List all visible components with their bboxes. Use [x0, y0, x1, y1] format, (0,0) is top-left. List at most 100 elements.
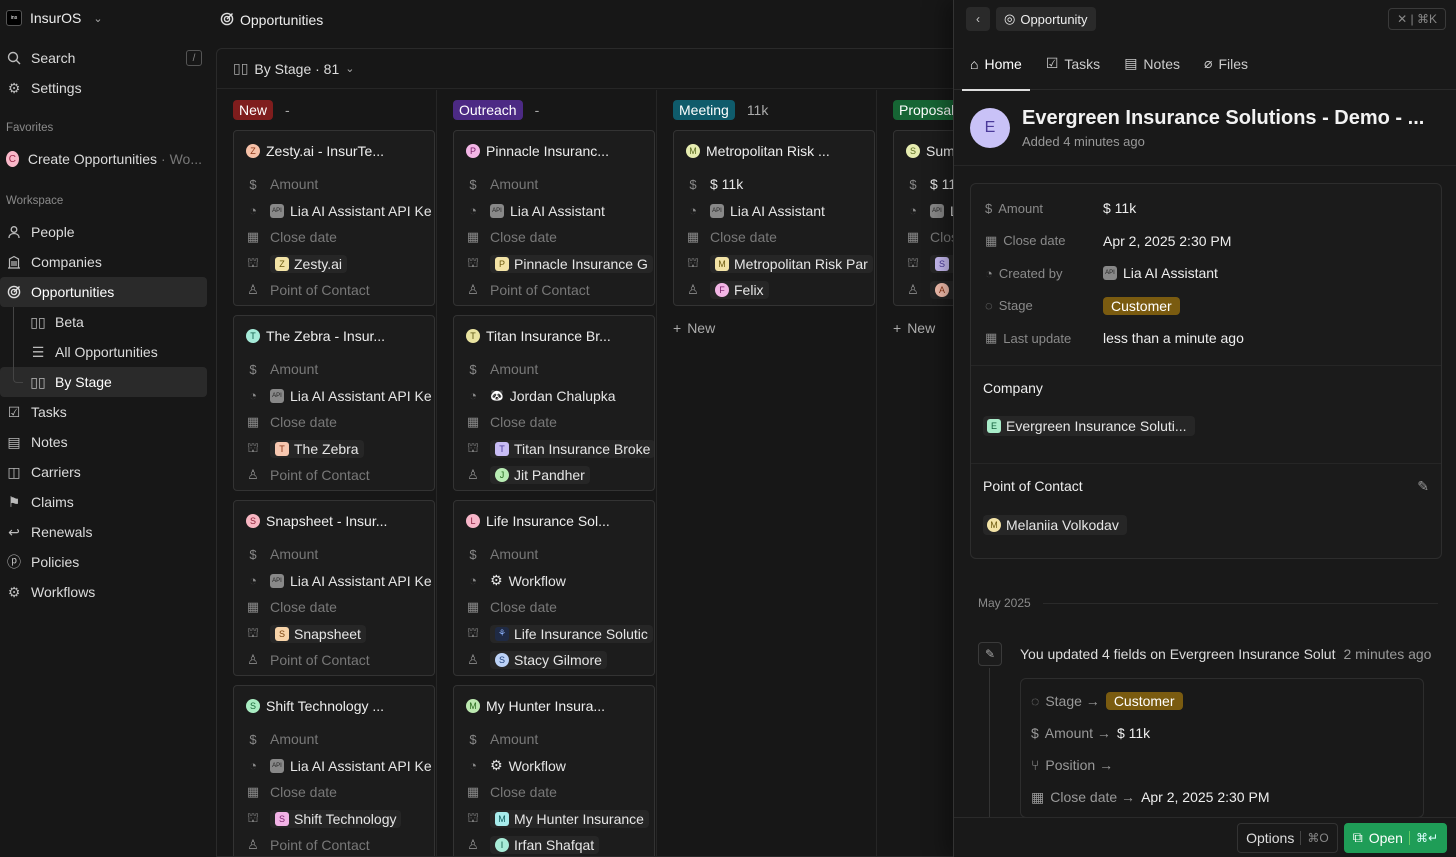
card-title-text: The Zebra - Insur...: [266, 328, 386, 344]
sidebar-item-companies[interactable]: Companies: [0, 247, 208, 277]
field-value: $ 11k: [1103, 200, 1137, 217]
company-chip[interactable]: S Shift Technology: [270, 809, 402, 828]
person-icon: ♙: [247, 837, 259, 853]
back-button[interactable]: ‹: [966, 7, 990, 31]
company-chip[interactable]: T The Zebra: [270, 439, 364, 458]
search-icon: [6, 50, 22, 66]
company-chip[interactable]: ⚘ Life Insurance Solutic: [490, 624, 653, 643]
pencil-icon[interactable]: ✎: [1417, 477, 1429, 494]
tab-tasks[interactable]: ☑ Tasks: [1038, 38, 1108, 90]
opportunity-card[interactable]: S Summ $ $ 11 ◔ API L ▦ Close date ⛫ SS ♙ AA: [893, 130, 955, 306]
poc-chip[interactable]: S Stacy Gilmore: [490, 651, 607, 670]
field-close-date[interactable]: ▦ Close date Apr 2, 2025 2:30 PM: [971, 225, 1441, 258]
card-amount: $ Amount: [466, 726, 642, 753]
poc-chip[interactable]: AA: [930, 281, 955, 300]
opportunity-card[interactable]: M My Hunter Insura... $ Amount ◔ ⚙ Workflow ▦ Cl…: [453, 685, 655, 856]
opportunity-card[interactable]: L Life Insurance Sol... $ Amount ◔ ⚙ Workflow ▦…: [453, 500, 655, 676]
poc-chip[interactable]: M Melaniia Volkodav: [983, 514, 1127, 535]
workspace-switcher[interactable]: ins InsurOS ⌄: [0, 0, 214, 36]
close-panel-button[interactable]: ✕ | ⌘K: [1388, 8, 1446, 30]
sidebar-view-all-opportunities[interactable]: ☰ All Opportunities: [0, 337, 208, 367]
column-total: 11k: [746, 102, 769, 118]
calendar-icon: ▦: [906, 229, 920, 245]
sidebar-item-people[interactable]: People: [0, 217, 208, 247]
chevron-left-icon: ‹: [976, 12, 980, 26]
sidebar-item-label: Renewals: [31, 524, 93, 540]
dollar-icon: $: [469, 731, 477, 747]
sidebar-item-renewals[interactable]: ↩ Renewals: [0, 517, 208, 547]
opportunity-card[interactable]: S Snapsheet - Insur... $ Amount ◔ API Lia AI A…: [233, 500, 435, 676]
opportunity-card[interactable]: Z Zesty.ai - InsurTe... $ Amount ◔ API Lia AI …: [233, 130, 435, 306]
poc-chip[interactable]: J Jit Pandher: [490, 466, 590, 485]
opportunity-card[interactable]: M Metropolitan Risk ... $ $ 11k ◔ API Lia AI A…: [673, 130, 875, 306]
company-name: My Hunter Insurance: [514, 810, 644, 827]
favorite-create-opportunities[interactable]: C Create Opportunities · Wo...: [0, 144, 208, 174]
sidebar-item-workflows[interactable]: ⚙ Workflows: [0, 577, 208, 607]
record-type-pill[interactable]: ◎ Opportunity: [996, 7, 1096, 31]
timeline-month: May 2025: [978, 596, 1031, 610]
search-label: Search: [31, 50, 76, 66]
open-button[interactable]: ⧉ Open ⌘↵: [1343, 822, 1447, 853]
sidebar-item-claims[interactable]: ⚑ Claims: [0, 487, 208, 517]
company-chip[interactable]: T Titan Insurance Broke: [490, 439, 654, 458]
card-title-text: Pinnacle Insuranc...: [486, 143, 609, 159]
sidebar-item-label: Notes: [31, 434, 68, 450]
field-amount[interactable]: $ Amount $ 11k: [971, 192, 1441, 225]
opportunity-card[interactable]: T Titan Insurance Br... $ Amount ◔ 🐼 Jordan Ch…: [453, 315, 655, 491]
sidebar-item-notes[interactable]: ▤ Notes: [0, 427, 208, 457]
new-card-button[interactable]: + New: [893, 320, 935, 336]
company-name: Shift Technology: [294, 810, 397, 827]
view-switcher[interactable]: ▯▯ By Stage · 81 ⌄: [217, 49, 955, 89]
company-name: Metropolitan Risk Par: [734, 255, 868, 272]
opportunity-card[interactable]: P Pinnacle Insuranc... $ Amount ◔ API Lia AI A…: [453, 130, 655, 306]
person-icon: ♙: [467, 282, 479, 298]
tab-files[interactable]: ⌀ Files: [1196, 38, 1256, 90]
poc-chip[interactable]: F Felix: [710, 281, 769, 300]
view-label: By Stage · 81: [254, 60, 340, 77]
field-value: less than a minute ago: [1103, 330, 1244, 347]
sidebar-view-by-stage[interactable]: ▯▯ By Stage: [0, 367, 207, 397]
creator: ⚙ Workflow: [490, 572, 566, 589]
card-close-date: ▦ Close date: [466, 779, 642, 806]
sidebar-item-tasks[interactable]: ☑ Tasks: [0, 397, 208, 427]
opportunity-card[interactable]: T The Zebra - Insur... $ Amount ◔ API Lia AI A…: [233, 315, 435, 491]
field-stage[interactable]: ◌ Stage Customer: [971, 290, 1441, 323]
sidebar-settings[interactable]: ⚙ Settings: [0, 73, 208, 103]
sidebar-item-carriers[interactable]: ◫ Carriers: [0, 457, 208, 487]
sidebar-view-beta[interactable]: ▯▯ Beta: [0, 307, 208, 337]
company-chip[interactable]: P Pinnacle Insurance G: [490, 254, 653, 273]
close-placeholder: Close date: [490, 599, 557, 616]
building-icon: ⛫: [467, 254, 479, 270]
dollar-icon: $: [469, 546, 477, 562]
poc-chip[interactable]: I Irfan Shafqat: [490, 836, 600, 855]
sidebar-item-opportunities[interactable]: Opportunities: [0, 277, 207, 307]
list-icon: ☰: [31, 343, 45, 360]
poc-name: Felix: [734, 282, 764, 299]
poc-avatar: S: [495, 653, 509, 668]
company-chip[interactable]: E Evergreen Insurance Soluti...: [983, 415, 1195, 436]
sidebar-search[interactable]: Search /: [0, 43, 208, 73]
company-chip[interactable]: Z Zesty.ai: [270, 254, 347, 273]
company-chip[interactable]: SS: [930, 254, 955, 273]
creator-name: Lia AI Assistant API Ke: [290, 202, 432, 219]
company-chip[interactable]: S Snapsheet: [270, 624, 366, 643]
record-title[interactable]: Evergreen Insurance Solutions - Demo - .…: [1022, 106, 1425, 129]
amount-placeholder: Amount: [490, 731, 539, 748]
poc-avatar: M: [987, 517, 1001, 532]
options-button[interactable]: Options ⌘O: [1237, 822, 1338, 853]
company-chip[interactable]: M My Hunter Insurance: [490, 809, 649, 828]
sidebar-item-policies[interactable]: ⓟ Policies: [0, 547, 208, 577]
opportunity-card[interactable]: S Shift Technology ... $ Amount ◔ API Lia AI A…: [233, 685, 435, 856]
dollar-icon: $: [985, 200, 993, 216]
gear-icon: ⚙: [7, 583, 21, 600]
company-avatar: S: [935, 256, 949, 271]
tab-home[interactable]: ⌂ Home: [962, 38, 1030, 91]
building-icon: ⛫: [467, 809, 479, 825]
person-icon: ♙: [247, 652, 259, 668]
new-card-button[interactable]: + New: [673, 320, 715, 336]
api-icon: API: [270, 388, 284, 403]
company-chip[interactable]: M Metropolitan Risk Par: [710, 254, 873, 273]
card-company: ⛫ T The Zebra: [246, 436, 422, 463]
tab-notes[interactable]: ▤ Notes: [1116, 38, 1188, 90]
calendar-icon: ▦: [466, 599, 480, 615]
